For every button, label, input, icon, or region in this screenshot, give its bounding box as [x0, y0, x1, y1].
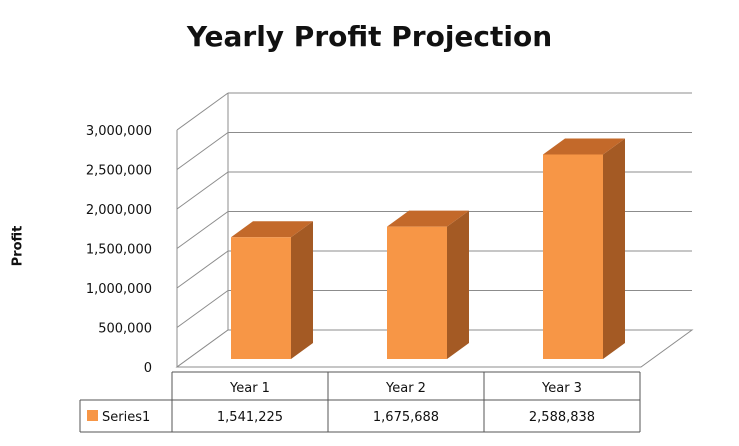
category-label: Year 2 — [385, 381, 426, 396]
gridline-side — [176, 171, 229, 210]
y-tick-label: 0 — [144, 361, 152, 376]
bar-side — [603, 138, 625, 359]
data-label: 1,675,688 — [373, 410, 439, 425]
bar — [387, 210, 469, 359]
bar-top — [387, 210, 469, 227]
bar-front — [231, 237, 291, 359]
chart-title: Yearly Profit Projection — [186, 20, 553, 53]
bar — [543, 138, 625, 359]
y-tick-label: 3,000,000 — [86, 124, 152, 139]
bar-side — [447, 210, 469, 359]
gridline-side — [176, 92, 229, 131]
y-tick-label: 2,500,000 — [86, 164, 152, 179]
legend-key — [87, 410, 98, 421]
data-label: 1,541,225 — [217, 410, 283, 425]
y-tick-label: 2,000,000 — [86, 203, 152, 218]
gridline-side — [176, 290, 229, 328]
gridline-side — [176, 132, 229, 170]
data-label: 2,588,838 — [529, 410, 595, 425]
category-label: Year 3 — [541, 381, 582, 396]
bar-front — [387, 226, 447, 359]
category-label: Year 1 — [229, 381, 270, 396]
bar-side — [291, 221, 313, 359]
bar — [231, 221, 313, 359]
y-tick-label: 500,000 — [98, 322, 152, 337]
gridline-side — [176, 211, 229, 249]
y-tick-label: 1,500,000 — [86, 243, 152, 258]
gridline-side — [176, 250, 229, 289]
series-name: Series1 — [102, 410, 150, 425]
bar-top — [231, 221, 313, 238]
bar-top — [543, 138, 625, 155]
y-tick-label: 1,000,000 — [86, 282, 152, 297]
bar-front — [543, 154, 603, 359]
